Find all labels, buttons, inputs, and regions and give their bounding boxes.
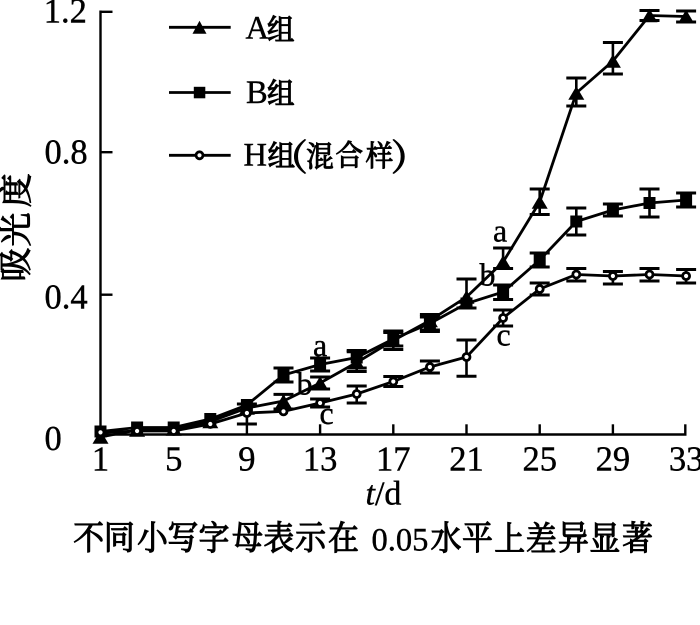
svg-text:t/d: t/d [366,476,402,513]
svg-text:b: b [480,257,496,293]
svg-text:33: 33 [669,441,700,479]
svg-text:5: 5 [165,441,182,479]
svg-text:0.05: 0.05 [372,523,429,559]
svg-text:1: 1 [92,441,109,479]
svg-text:a: a [493,213,507,249]
svg-text:0.4: 0.4 [45,279,88,317]
svg-text:21: 21 [449,441,484,479]
svg-text:25: 25 [522,441,557,479]
svg-text:A: A [246,11,270,47]
svg-text:b: b [297,366,313,402]
svg-text:1.2: 1.2 [44,0,87,31]
svg-text:H: H [244,138,267,174]
svg-text:13: 13 [303,441,338,479]
svg-text:17: 17 [376,441,411,479]
svg-text:9: 9 [238,441,255,479]
svg-text:0.8: 0.8 [45,134,88,172]
svg-text:0: 0 [45,420,62,458]
svg-text:c: c [497,317,511,353]
svg-text:29: 29 [596,441,631,479]
svg-text:c: c [320,395,334,431]
svg-text:a: a [313,327,327,363]
svg-text:B: B [246,75,268,111]
